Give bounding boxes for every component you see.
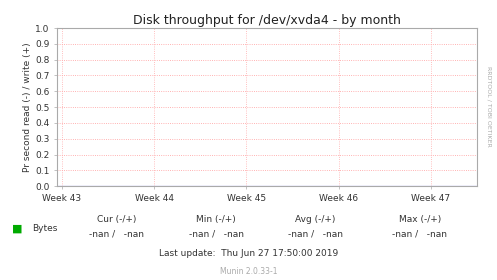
Text: Min (-/+): Min (-/+) [196,215,236,224]
Text: Bytes: Bytes [32,224,58,233]
Text: -nan /   -nan: -nan / -nan [189,229,244,238]
Text: ■: ■ [12,223,23,233]
Y-axis label: Pr second read (-) / write (+): Pr second read (-) / write (+) [23,42,32,172]
Text: RRDTOOL / TOBI OETIKER: RRDTOOL / TOBI OETIKER [486,66,491,147]
Text: -nan /   -nan: -nan / -nan [393,229,447,238]
Text: Max (-/+): Max (-/+) [399,215,441,224]
Text: -nan /   -nan: -nan / -nan [288,229,343,238]
Text: -nan /   -nan: -nan / -nan [89,229,144,238]
Text: Munin 2.0.33-1: Munin 2.0.33-1 [220,267,277,276]
Text: Avg (-/+): Avg (-/+) [295,215,336,224]
Text: Cur (-/+): Cur (-/+) [97,215,137,224]
Title: Disk throughput for /dev/xvda4 - by month: Disk throughput for /dev/xvda4 - by mont… [133,14,401,27]
Text: Last update:  Thu Jun 27 17:50:00 2019: Last update: Thu Jun 27 17:50:00 2019 [159,249,338,258]
